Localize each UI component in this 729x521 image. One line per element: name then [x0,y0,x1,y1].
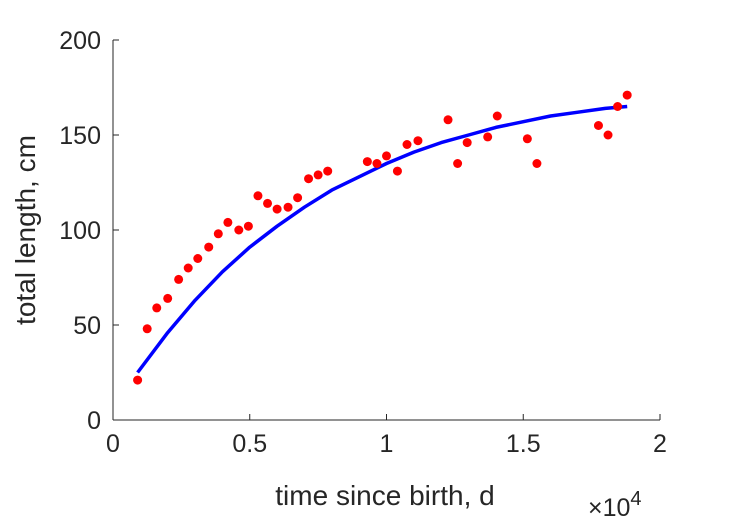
data-point [204,242,214,252]
y-axis-label: total length, cm [10,135,41,325]
data-point [532,159,542,168]
data-point [272,204,282,214]
x-tick-label: 1.5 [506,430,541,458]
data-point [253,191,263,201]
x-multiplier-exponent: 4 [630,488,641,510]
y-tick-label: 0 [87,407,101,435]
data-point [283,202,293,212]
data-point [183,263,193,273]
data-point [413,136,423,146]
x-tick-label: 0.5 [232,430,267,458]
data-point [522,134,532,144]
chart-labels: time since birth, d total length, cm ×10… [10,135,642,521]
y-tick-label: 50 [73,312,101,340]
data-point [193,254,203,263]
x-multiplier-label: ×104 [588,488,642,521]
data-point [382,151,391,161]
data-point [323,166,333,176]
data-point [234,225,244,235]
data-point [142,324,152,334]
data-point [163,293,173,303]
data-point [622,90,632,100]
data-point [462,138,472,148]
data-point [313,170,323,180]
axes: 0 0.5 1 1.5 2 0 50 100 150 200 [59,27,667,458]
data-point [243,221,253,231]
data-point [402,140,412,149]
data-point [263,198,273,208]
data-point [603,130,613,140]
data-point [174,274,184,284]
data-point [443,115,453,125]
data-point [372,159,382,168]
data-point [133,375,143,385]
x-tick-label: 0 [106,430,120,458]
data-point [492,111,502,121]
x-axis-label: time since birth, d [275,480,494,511]
data-point [293,193,303,203]
x-tick-label: 2 [653,430,667,458]
data-point [392,166,402,176]
x-tick-label: 1 [380,430,394,458]
data-point [453,159,463,168]
data-point [304,174,314,184]
x-multiplier-base: ×10 [588,494,630,521]
chart-marks [133,90,632,385]
fit-curve-line [136,104,628,374]
data-point [593,121,603,130]
data-point [362,157,372,167]
data-point [483,132,493,142]
y-tick-label: 100 [59,217,101,245]
data-point [613,102,623,111]
data-point [213,229,223,239]
y-tick-label: 200 [59,27,101,55]
data-point [223,217,233,227]
data-point [152,303,162,313]
y-tick-label: 150 [59,122,101,150]
